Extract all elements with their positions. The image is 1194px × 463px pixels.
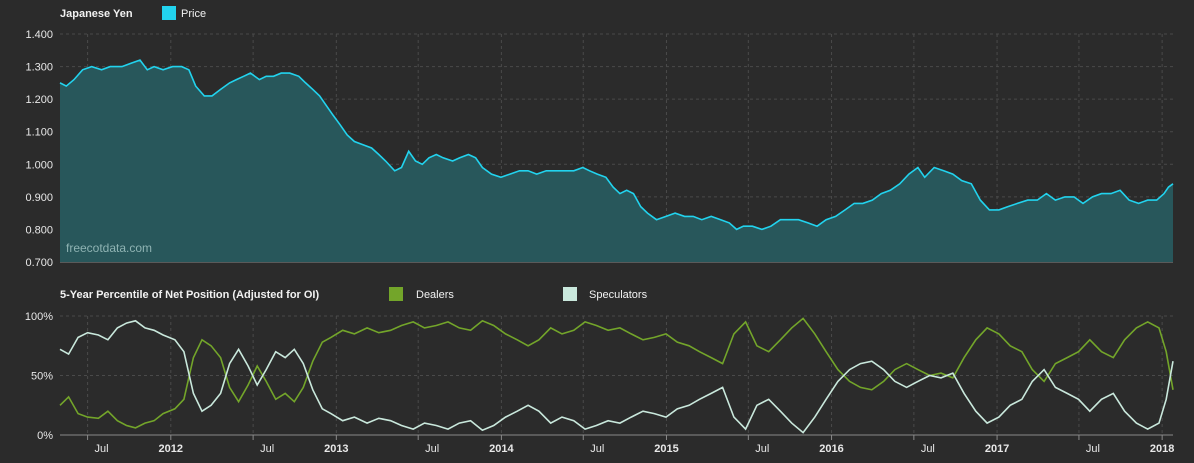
price-y-tick: 1.100 <box>25 127 53 139</box>
percentile-y-tick: 50% <box>31 371 53 383</box>
x-tick-label: 2015 <box>654 443 678 455</box>
price-y-tick: 0.900 <box>25 192 53 204</box>
speculators-line[interactable] <box>59 319 1174 434</box>
x-tick-label: Jul <box>95 443 109 455</box>
percentile-y-tick: 0% <box>37 430 53 442</box>
x-tick-label: 2013 <box>324 443 348 455</box>
x-tick-label: 2012 <box>159 443 183 455</box>
percentile-legend: 5-Year Percentile of Net Position (Adjus… <box>60 287 648 301</box>
speculators-legend-label[interactable]: Speculators <box>589 289 648 301</box>
x-tick-label: 2017 <box>985 443 1009 455</box>
price-chart-title: Japanese Yen <box>60 8 133 20</box>
percentile-panel: 5-Year Percentile of Net Position (Adjus… <box>25 287 1174 455</box>
price-legend-swatch[interactable] <box>162 6 176 20</box>
dealers-line[interactable] <box>59 317 1174 429</box>
percentile-chart-title: 5-Year Percentile of Net Position (Adjus… <box>60 289 319 301</box>
x-tick-label: Jul <box>260 443 274 455</box>
x-tick-label: Jul <box>921 443 935 455</box>
price-area <box>60 60 1173 262</box>
price-y-tick: 0.800 <box>25 224 53 236</box>
x-tick-label: Jul <box>590 443 604 455</box>
x-tick-label: Jul <box>425 443 439 455</box>
x-tick-label: 2016 <box>819 443 843 455</box>
percentile-x-axis: Jul 2012 Jul 2013 Jul 2014 Jul 2015 Jul 2016 Jul 20… <box>87 435 1174 455</box>
watermark: freecotdata.com <box>66 241 152 255</box>
price-legend: Japanese Yen Price <box>60 6 206 20</box>
price-panel: 1.400 1.300 1.200 1.100 1.000 0.900 0.800 0.700… <box>25 6 1174 269</box>
percentile-y-axis: 100% 50% 0% <box>25 311 53 442</box>
price-y-tick: 1.000 <box>25 159 53 171</box>
price-y-tick: 0.700 <box>25 257 53 269</box>
price-line[interactable] <box>59 59 1174 231</box>
price-y-axis: 1.400 1.300 1.200 1.100 1.000 0.900 0.800 0.700 <box>25 29 53 269</box>
speculators-legend-swatch[interactable] <box>563 287 577 301</box>
x-tick-label: 2018 <box>1150 443 1174 455</box>
x-tick-label: Jul <box>1086 443 1100 455</box>
x-tick-label: Jul <box>755 443 769 455</box>
dealers-legend-label[interactable]: Dealers <box>416 289 454 301</box>
price-y-tick: 1.400 <box>25 29 53 41</box>
percentile-y-tick: 100% <box>25 311 53 323</box>
price-y-tick: 1.300 <box>25 62 53 74</box>
x-tick-label: 2014 <box>489 443 514 455</box>
dealers-legend-swatch[interactable] <box>389 287 403 301</box>
price-legend-label[interactable]: Price <box>181 8 206 20</box>
price-y-tick: 1.200 <box>25 94 53 106</box>
